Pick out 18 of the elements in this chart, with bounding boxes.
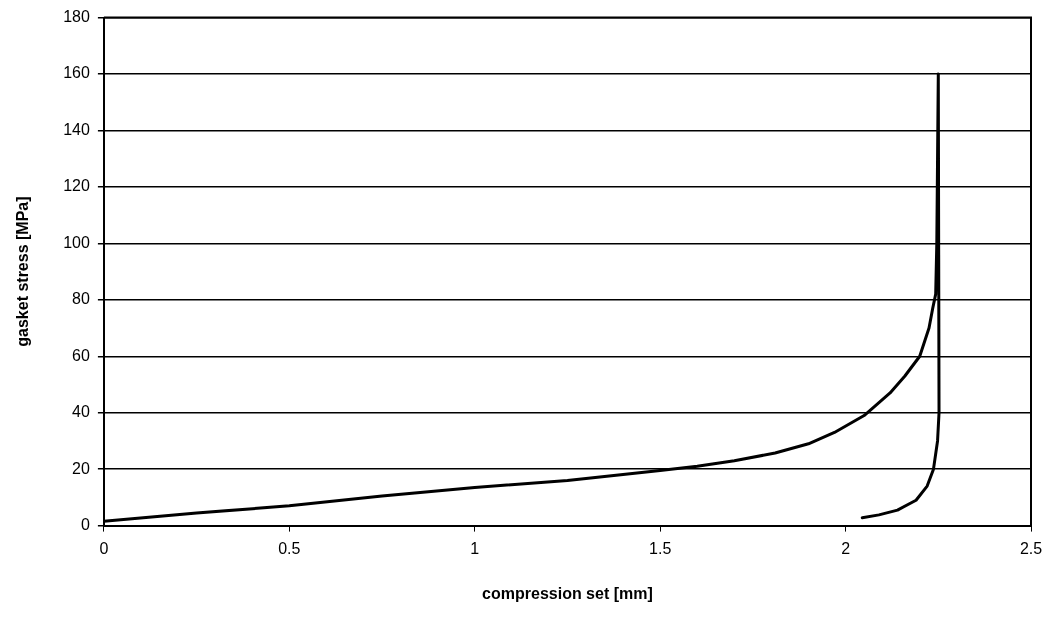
y-tick-label: 80 [72, 290, 90, 308]
y-tick-label: 160 [63, 64, 90, 82]
x-tick-label: 0.5 [278, 539, 301, 557]
x-tick-label: 1 [470, 539, 480, 557]
x-axis-title: compression set [mm] [482, 584, 653, 602]
y-tick-label: 40 [72, 403, 90, 421]
y-tick-label: 0 [80, 516, 90, 534]
x-tick-label: 2 [841, 539, 851, 557]
y-tick-label: 20 [72, 459, 90, 477]
x-tick-label: 0 [99, 539, 109, 557]
y-tick-label: 100 [63, 233, 90, 251]
y-tick-label: 180 [63, 8, 90, 26]
x-tick-label: 1.5 [649, 539, 672, 557]
x-tick-label: 2.5 [1019, 539, 1043, 557]
y-tick-label: 60 [72, 346, 90, 364]
y-tick-label: 120 [63, 177, 90, 195]
y-tick-label: 140 [63, 120, 90, 138]
y-axis-title: gasket stress [MPa] [14, 196, 32, 347]
